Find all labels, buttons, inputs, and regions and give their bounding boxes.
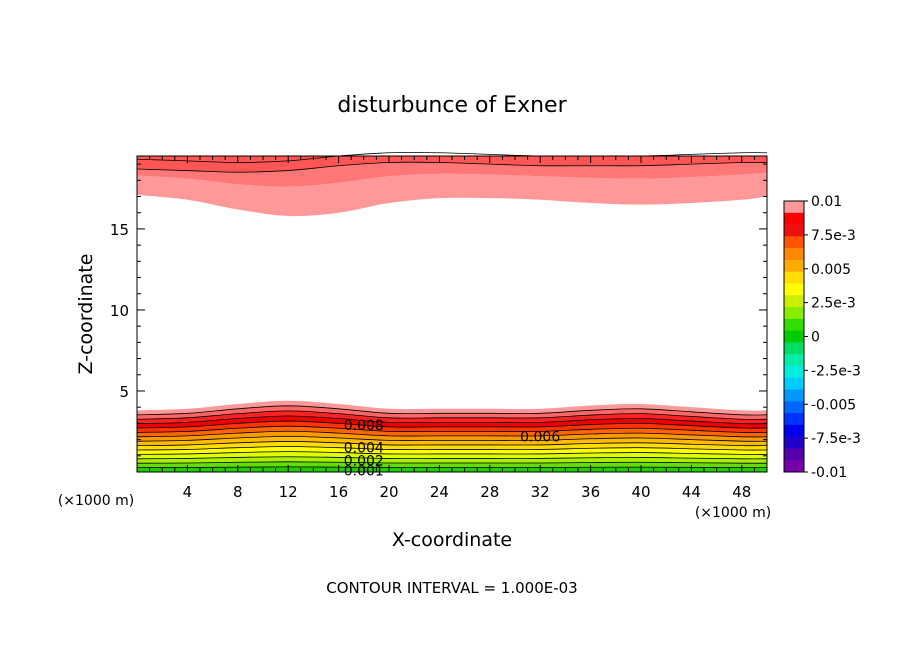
y-axis-title: Z-coordinate bbox=[75, 254, 97, 375]
contour-band-bottom bbox=[137, 400, 767, 416]
contour-label: 0.006 bbox=[520, 429, 560, 445]
contour-band-top bbox=[137, 162, 767, 187]
colorbar-label: 2.5e-3 bbox=[811, 296, 856, 312]
contour-line-bottom bbox=[136, 446, 768, 451]
x-axis-title: X-coordinate bbox=[392, 529, 512, 551]
colorbar-swatch bbox=[784, 201, 804, 214]
x-tick-label: 48 bbox=[732, 483, 751, 501]
x-axis-unit-label-left: (×1000 m) bbox=[58, 493, 134, 509]
x-tick-label: 36 bbox=[581, 483, 600, 501]
contour-label: 0.002 bbox=[344, 454, 384, 470]
x-tick-label: 32 bbox=[531, 483, 550, 501]
colorbar-swatch bbox=[784, 330, 804, 343]
colorbar-swatch bbox=[784, 448, 804, 461]
colorbar-label: -0.005 bbox=[811, 397, 856, 413]
y-axis: 5 10 15 bbox=[110, 163, 767, 457]
colorbar-swatch bbox=[784, 307, 804, 320]
colorbar-swatch bbox=[784, 365, 804, 379]
y-tick-label: 5 bbox=[119, 383, 129, 401]
colorbar-swatch bbox=[784, 283, 804, 296]
contour-band-bottom bbox=[137, 410, 767, 424]
contour-line-bottom bbox=[136, 415, 768, 425]
contour-band-bottom bbox=[137, 461, 767, 468]
colorbar-label: 0 bbox=[811, 330, 820, 346]
colorbar-swatch bbox=[784, 342, 804, 355]
contour-line-bottom bbox=[136, 461, 768, 464]
colorbar-swatch bbox=[784, 271, 804, 284]
colorbar-label: 7.5e-3 bbox=[811, 228, 856, 244]
colorbar-label: -2.5e-3 bbox=[811, 363, 861, 379]
contour-line-bottom bbox=[136, 456, 768, 460]
colorbar-swatch bbox=[784, 354, 804, 367]
colorbar-swatch bbox=[784, 460, 804, 473]
colorbar-swatch bbox=[784, 424, 804, 438]
x-tick-label: 28 bbox=[480, 483, 499, 501]
contour-line-bottom bbox=[136, 466, 768, 469]
colorbar-swatch bbox=[784, 212, 804, 226]
contour-band-top bbox=[137, 173, 767, 217]
colorbar-label: 0.01 bbox=[811, 194, 842, 210]
contour-line-bottom bbox=[136, 425, 768, 433]
contour-band-bottom bbox=[137, 405, 767, 420]
colorbar-swatch bbox=[784, 224, 804, 237]
x-tick-label: 24 bbox=[430, 483, 449, 501]
colorbar-swatch bbox=[784, 413, 804, 426]
colorbar-label: -0.01 bbox=[811, 465, 847, 481]
colorbar-label: 0.005 bbox=[811, 262, 851, 278]
x-tick-label: 40 bbox=[631, 483, 650, 501]
contour-band-bottom bbox=[137, 415, 767, 429]
x-axis: 4 8 12 16 20 24 28 32 36 40 44 48 bbox=[149, 156, 755, 501]
colorbar-swatch bbox=[784, 389, 804, 402]
y-tick-label: 15 bbox=[110, 221, 129, 239]
x-tick-label: 12 bbox=[279, 483, 298, 501]
colorbar: 0.01 7.5e-3 0.005 2.5e-3 0 -2.5e-3 -0.005 -7.5e… bbox=[783, 194, 861, 481]
contour-line-layer bbox=[136, 152, 768, 469]
colorbar-swatch bbox=[784, 318, 804, 332]
contour-label: 0.004 bbox=[344, 441, 384, 457]
colorbar-label: -7.5e-3 bbox=[811, 431, 861, 447]
contour-line-bottom bbox=[136, 441, 768, 447]
contour-line-bottom bbox=[136, 435, 768, 442]
x-tick-label: 20 bbox=[379, 483, 398, 501]
x-tick-label: 4 bbox=[183, 483, 193, 501]
contour-line-bottom bbox=[136, 420, 768, 429]
contour-line-bottom bbox=[136, 410, 768, 420]
colorbar-swatch bbox=[784, 248, 804, 261]
contour-line-top bbox=[136, 152, 768, 163]
x-tick-label: 16 bbox=[329, 483, 348, 501]
contour-line-top bbox=[136, 161, 768, 173]
colorbar-swatch bbox=[784, 436, 804, 449]
colorbar-swatch bbox=[784, 295, 804, 308]
contour-interval-note: CONTOUR INTERVAL = 1.000E-03 bbox=[326, 579, 577, 597]
contour-label: 0.008 bbox=[344, 418, 384, 434]
chart-title: disturbunce of Exner bbox=[337, 93, 567, 118]
colorbar-swatch bbox=[784, 236, 804, 249]
colorbar-swatch bbox=[784, 259, 804, 273]
contour-band-bottom bbox=[137, 451, 767, 459]
y-tick-label: 10 bbox=[110, 302, 129, 320]
x-axis-unit-label-right: (×1000 m) bbox=[695, 505, 771, 521]
contour-line-bottom bbox=[136, 405, 768, 416]
contour-line-bottom bbox=[136, 430, 768, 438]
colorbar-swatch bbox=[784, 401, 804, 414]
colorbar-swatch bbox=[784, 377, 804, 391]
x-tick-label: 44 bbox=[682, 483, 701, 501]
contour-line-bottom bbox=[136, 451, 768, 455]
x-tick-label: 8 bbox=[233, 483, 243, 501]
